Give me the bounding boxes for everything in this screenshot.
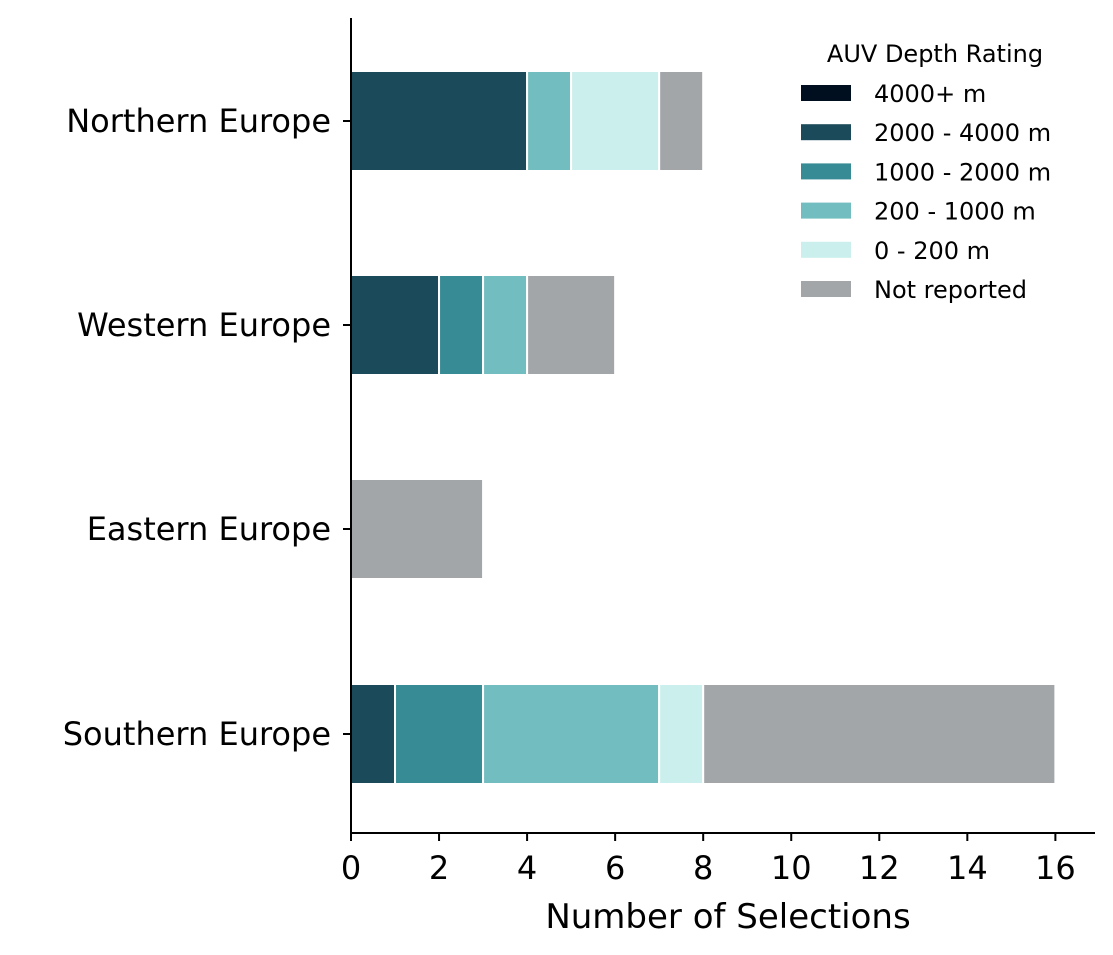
bar-eastern-europe-not-reported <box>350 478 485 580</box>
y-tick-label: Southern Europe <box>63 715 331 753</box>
x-tick-label: 16 <box>1035 849 1076 887</box>
legend-label: 2000 - 4000 m <box>874 119 1051 147</box>
legend-swatch <box>801 163 851 180</box>
bar-southern-europe-1000-2000-m <box>394 683 485 785</box>
x-tick-label: 4 <box>517 849 537 887</box>
legend: AUV Depth Rating 4000+ m 2000 - 4000 m 100… <box>801 40 1051 304</box>
legend-label: 200 - 1000 m <box>874 198 1036 226</box>
y-axis: Northern Europe Western Europe Eastern Eur… <box>63 18 352 833</box>
legend-label: 4000+ m <box>874 80 986 108</box>
x-tick-label: 2 <box>429 849 449 887</box>
bars-layer <box>350 70 1057 785</box>
legend-title: AUV Depth Rating <box>827 40 1043 68</box>
legend-label: 0 - 200 m <box>874 237 990 265</box>
legend-swatch <box>801 85 851 101</box>
x-tick-label: 10 <box>771 849 812 887</box>
bar-southern-europe-200-1000-m <box>482 683 661 785</box>
legend-swatch <box>801 281 851 297</box>
bar-western-europe-200-1000-m <box>482 274 529 376</box>
legend-label: Not reported <box>874 276 1027 304</box>
legend-swatch <box>801 241 851 258</box>
x-axis: 0 2 4 6 8 10 12 14 16 <box>341 832 1095 887</box>
bar-northern-europe-0-200-m <box>570 70 661 172</box>
x-tick-label: 0 <box>341 849 361 887</box>
legend-swatch <box>801 124 851 141</box>
x-tick-label: 12 <box>859 849 900 887</box>
legend-label: 1000 - 2000 m <box>874 158 1051 186</box>
bar-western-europe-1000-2000-m <box>438 274 485 376</box>
bar-southern-europe-2000-4000-m <box>350 683 397 785</box>
bar-western-europe-2000-4000-m <box>350 274 441 376</box>
bar-northern-europe-not-reported <box>658 70 705 172</box>
bar-western-europe-not-reported <box>526 274 617 376</box>
y-tick-label: Western Europe <box>77 306 331 344</box>
legend-swatch <box>801 202 851 219</box>
bar-southern-europe-not-reported <box>702 683 1057 785</box>
y-tick-label: Eastern Europe <box>87 510 331 548</box>
x-tick-label: 6 <box>605 849 625 887</box>
x-tick-label: 14 <box>947 849 988 887</box>
x-axis-title: Number of Selections <box>545 897 910 937</box>
bar-northern-europe-200-1000-m <box>526 70 573 172</box>
y-tick-label: Northern Europe <box>66 102 331 140</box>
bar-southern-europe-0-200-m <box>658 683 705 785</box>
bar-northern-europe-2000-4000-m <box>350 70 529 172</box>
x-tick-label: 8 <box>693 849 713 887</box>
